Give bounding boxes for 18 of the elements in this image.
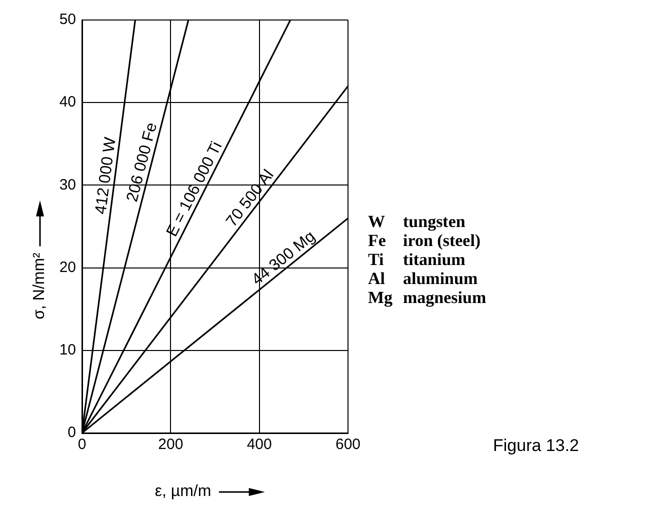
text: Figura 13.2 <box>493 436 579 456</box>
text: Al aluminum <box>368 269 478 288</box>
y-tick-label: 50 <box>59 11 76 28</box>
x-axis-title: ε, µm/m <box>154 483 212 501</box>
x-tick-label: 600 <box>335 436 361 454</box>
text: 412 000 W <box>92 135 120 216</box>
text: Ti titanium <box>368 250 466 269</box>
y-axis-title: σ, N/mm² <box>31 252 49 320</box>
x-tick-label: 400 <box>246 436 272 454</box>
text: Fe iron (steel) <box>368 231 481 250</box>
y-tick-label: 40 <box>59 94 76 111</box>
text: W tungsten <box>368 212 466 231</box>
y-tick-label: 20 <box>59 258 76 276</box>
y-tick-label: 30 <box>59 176 76 194</box>
text: Mg magnesium <box>368 288 486 307</box>
x-tick-label: 200 <box>158 436 184 454</box>
y-tick-label: 0 <box>68 424 76 442</box>
y-tick-label: 10 <box>59 342 76 359</box>
